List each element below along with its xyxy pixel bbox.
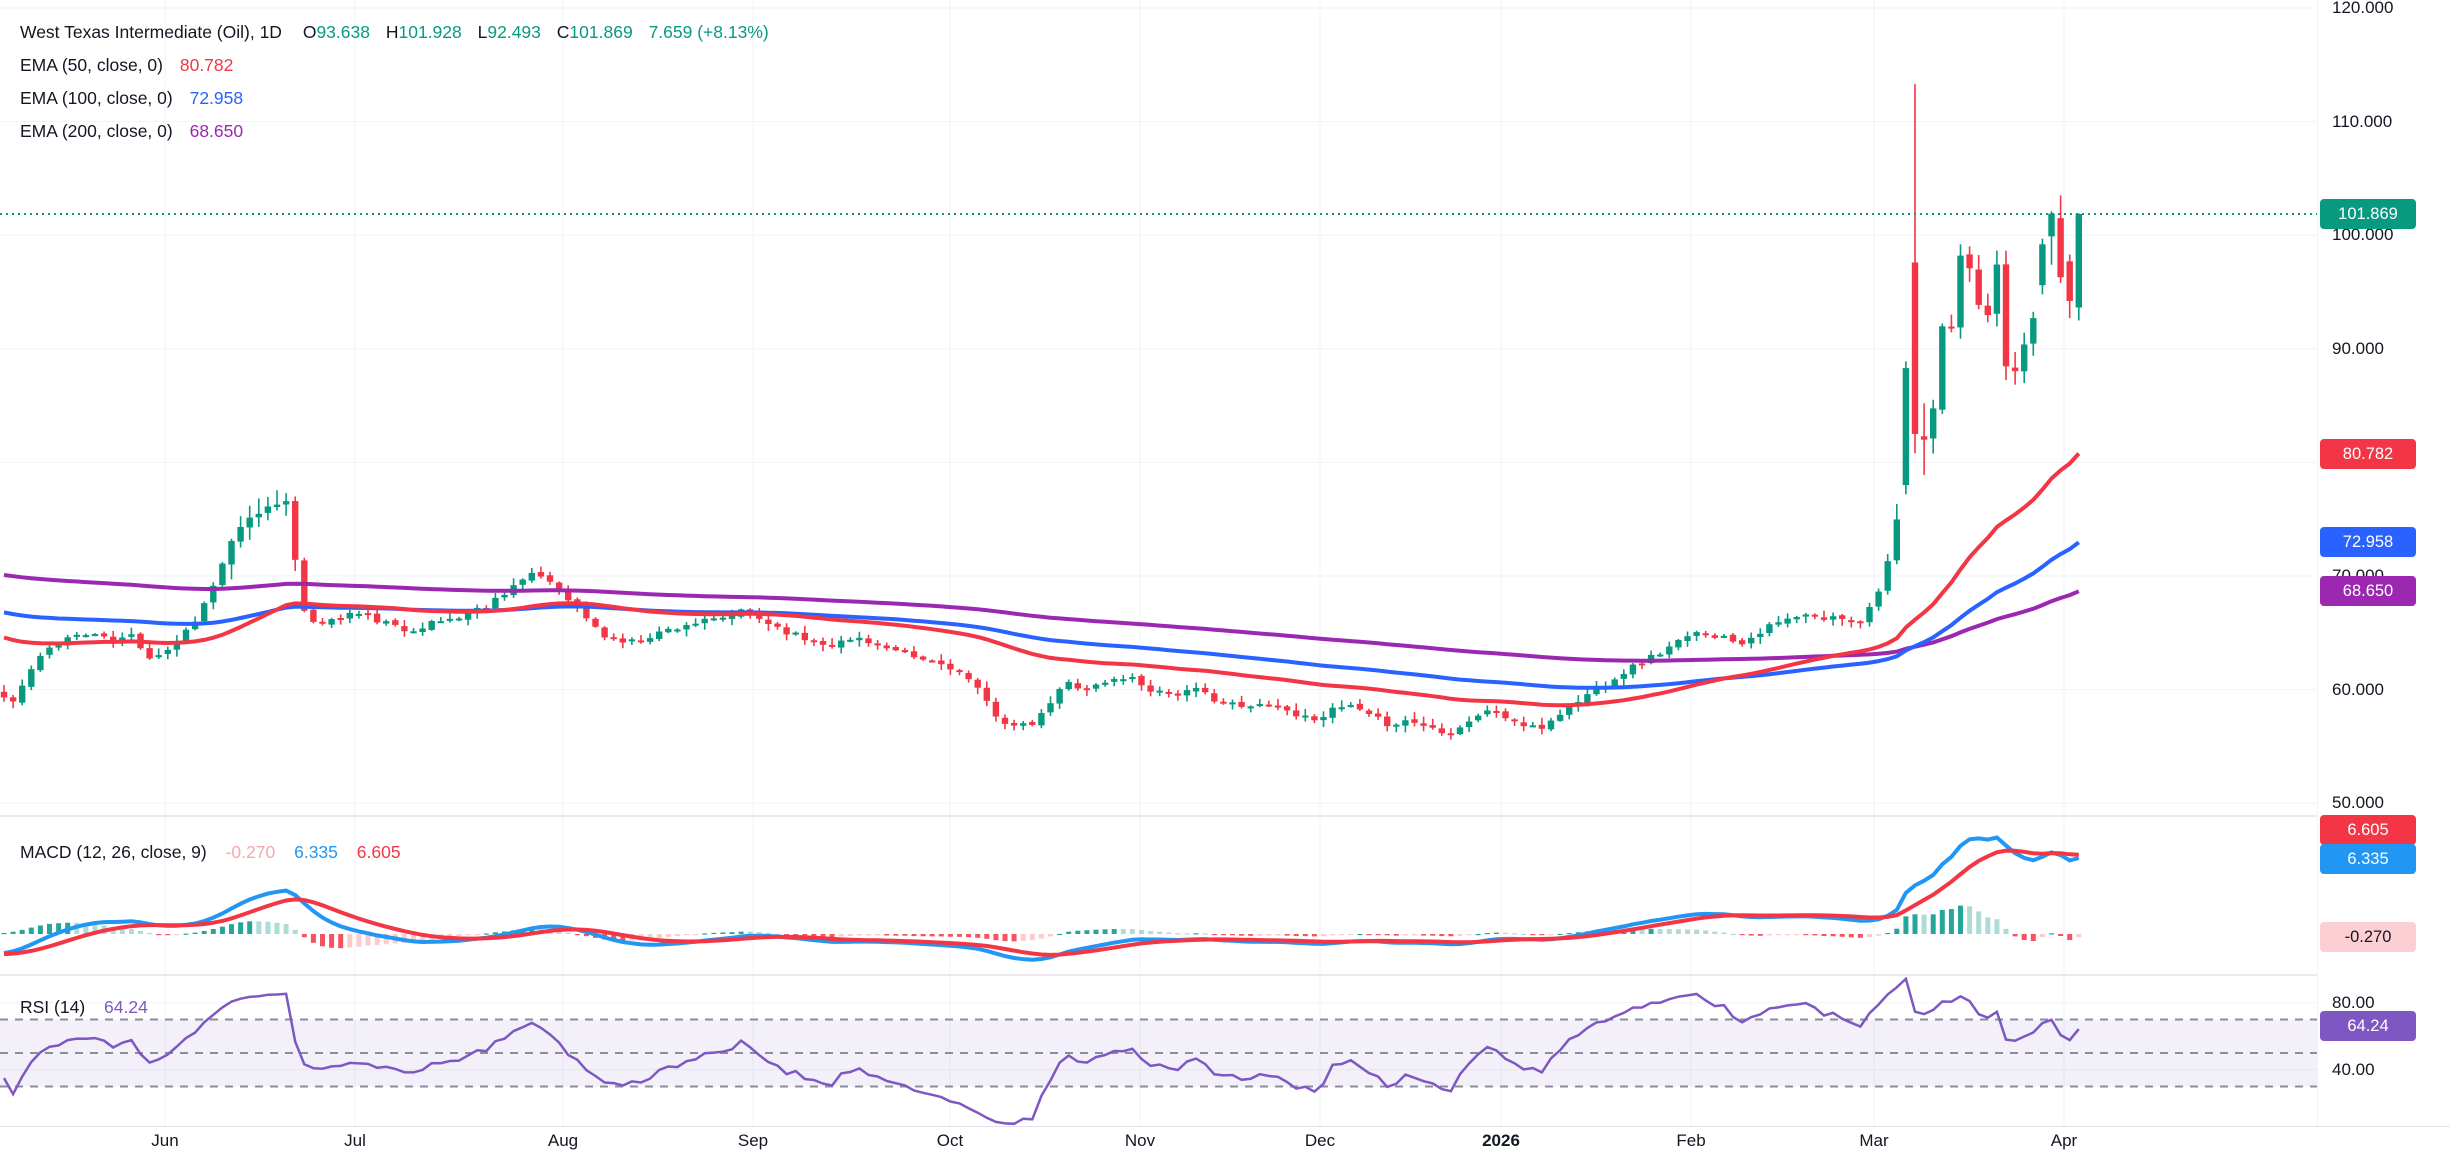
ema100-label: EMA (100, close, 0) (20, 88, 173, 108)
price-tick-label: 100.000 (2332, 225, 2394, 245)
change-value: 7.659 (+8.13%) (648, 22, 769, 42)
symbol-title: West Texas Intermediate (Oil), 1D (20, 22, 282, 42)
time-tick-label: Sep (737, 1131, 769, 1150)
time-tick-label: Oct (936, 1131, 964, 1150)
price-tick-label: 110.000 (2332, 111, 2393, 131)
ema50-label: EMA (50, close, 0) (20, 55, 163, 75)
price-scale-axis[interactable]: 120.000110.000100.00090.00080.00070.0006… (2317, 0, 2450, 1126)
macd-value-badge: 6.335 (2320, 843, 2416, 874)
high-letter: H (385, 22, 399, 42)
time-tick-label: Mar (1859, 1131, 1889, 1150)
macd-legend-row[interactable]: MACD (12, 26, close, 9) -0.270 6.335 6.6… (20, 842, 401, 863)
rsi-legend-row[interactable]: RSI (14) 64.24 (20, 997, 148, 1018)
ema100-row[interactable]: EMA (100, close, 0) 72.958 (20, 88, 769, 109)
ema200-row[interactable]: EMA (200, close, 0) 68.650 (20, 121, 769, 142)
chart-legend: West Texas Intermediate (Oil), 1D O93.63… (20, 22, 769, 154)
symbol-row[interactable]: West Texas Intermediate (Oil), 1D O93.63… (20, 22, 769, 43)
close-value: 101.869 (569, 22, 633, 42)
ema100-value: 72.958 (189, 88, 244, 108)
rsi-pane (0, 977, 2317, 1126)
price-tick-label: 120.000 (2332, 0, 2394, 17)
time-tick-label: Apr (2050, 1131, 2078, 1150)
ema200-value: 68.650 (189, 121, 244, 141)
rsi-label: RSI (14) (20, 997, 86, 1017)
price-value-badge: 101.869 (2320, 198, 2416, 229)
price-value-badge: 80.782 (2320, 438, 2416, 469)
price-value-badge: 68.650 (2320, 576, 2416, 607)
rsi-value: 64.24 (104, 997, 148, 1017)
time-tick-label: Nov (1124, 1131, 1156, 1150)
grid-layer (0, 0, 2317, 1126)
high-value: 101.928 (398, 22, 462, 42)
time-scale-axis[interactable]: Jun Jul Aug Sep Oct Nov Dec 2026 Feb Mar Apr (0, 1126, 2450, 1156)
macd-line-value: 6.335 (294, 842, 338, 862)
low-value: 92.493 (487, 22, 541, 42)
rsi-tick-label: 80.00 (2332, 992, 2375, 1012)
macd-pane (1, 835, 2082, 962)
macd-hist-value: -0.270 (225, 842, 276, 862)
time-tick-label: Feb (1676, 1131, 1706, 1150)
price-tick-label: 50.000 (2332, 793, 2384, 813)
macd-value-badge: 6.605 (2320, 814, 2416, 845)
price-value-badge: 72.958 (2320, 527, 2416, 558)
time-tick-label: 2026 (1482, 1131, 1520, 1150)
time-tick-label: Dec (1304, 1131, 1336, 1150)
price-tick-label: 60.000 (2332, 679, 2384, 699)
time-tick-label: Jun (151, 1131, 179, 1150)
ema-lines-layer (3, 452, 2081, 708)
ema50-row[interactable]: EMA (50, close, 0) 80.782 (20, 55, 769, 76)
time-tick-label: Aug (547, 1131, 579, 1150)
open-letter: O (302, 22, 317, 42)
macd-value-badge: -0.270 (2320, 922, 2416, 953)
ema50-value: 80.782 (179, 55, 234, 75)
rsi-tick-label: 40.00 (2332, 1059, 2375, 1079)
macd-signal-value: 6.605 (356, 842, 401, 862)
ema200-label: EMA (200, close, 0) (20, 121, 173, 141)
close-letter: C (556, 22, 570, 42)
open-value: 93.638 (316, 22, 370, 42)
macd-label: MACD (12, 26, close, 9) (20, 842, 207, 862)
time-tick-label: Jul (344, 1131, 366, 1150)
price-tick-label: 90.000 (2332, 338, 2384, 358)
low-letter: L (477, 22, 488, 42)
candles-layer (0, 84, 2082, 740)
rsi-value-badge: 64.24 (2320, 1011, 2416, 1042)
